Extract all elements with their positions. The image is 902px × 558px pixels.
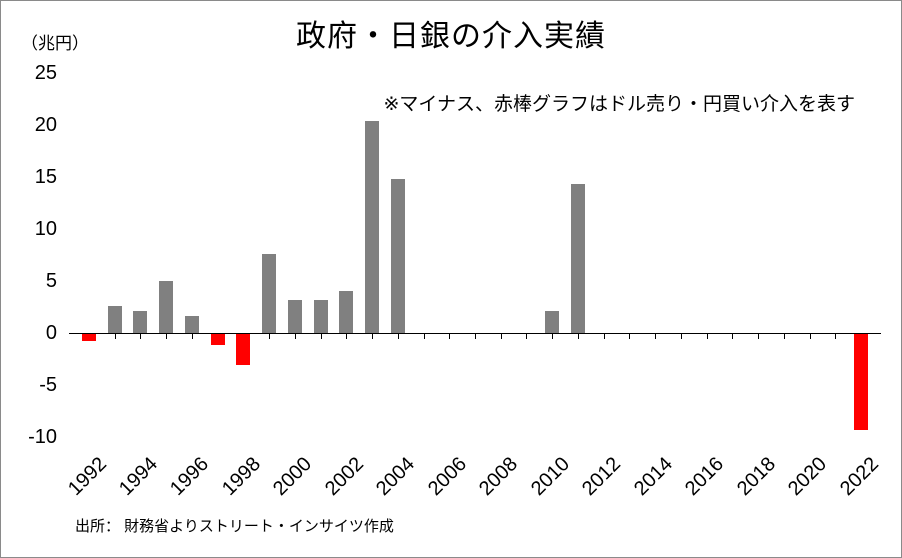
x-axis-tick [269,334,270,339]
x-axis-label: 2016 [681,453,729,501]
x-axis-label: 1992 [63,453,111,501]
x-axis-tick [629,334,630,339]
bar-2003 [365,121,379,333]
bar-1996 [185,316,199,333]
chart-title: 政府・日銀の介入実績 [296,20,606,53]
x-axis-label: 2022 [835,453,883,501]
x-axis-tick [732,334,733,339]
bar-1992 [82,334,96,341]
y-axis-label: 0 [45,322,57,344]
x-axis-tick [552,334,553,339]
y-axis-label: 15 [34,166,57,188]
bar-1994 [133,311,147,333]
x-axis-tick [192,334,193,339]
bar-2010 [545,311,559,333]
x-axis-tick [784,334,785,339]
bar-1997 [211,334,225,345]
x-axis-tick [578,334,579,339]
x-axis-tick [140,334,141,339]
x-axis-tick [475,334,476,339]
x-axis-tick [398,334,399,339]
x-axis-label: 1998 [217,453,265,501]
bar-1995 [159,281,173,333]
x-axis-label: 1996 [166,453,214,501]
bar-2002 [339,291,353,333]
bar-2000 [288,300,302,333]
y-axis-unit-label: （兆円） [21,34,89,53]
x-axis-tick [835,334,836,339]
x-axis-line [69,333,881,334]
x-axis-tick [295,334,296,339]
y-axis-label: 5 [45,270,57,292]
x-axis-label: 2012 [578,453,626,501]
x-axis-tick [758,334,759,339]
x-axis-label: 2020 [784,453,832,501]
x-axis-label: 2000 [269,453,317,501]
bar-2004 [391,179,405,333]
x-axis-label: 2014 [629,453,677,501]
x-axis-label: 2004 [372,453,420,501]
x-axis-tick [321,334,322,339]
x-axis-tick [526,334,527,339]
x-axis-tick [449,334,450,339]
bar-2022 [854,334,868,430]
bar-1993 [108,306,122,333]
bar-2001 [314,300,328,333]
x-axis-tick [604,334,605,339]
x-axis-tick [346,334,347,339]
x-axis-tick [810,334,811,339]
y-axis-label: 20 [34,114,57,136]
bar-1999 [262,254,276,333]
x-axis-tick [166,334,167,339]
y-axis-label: 10 [34,218,57,240]
x-axis-label: 2002 [320,453,368,501]
x-axis-tick [424,334,425,339]
x-axis-label: 2010 [526,453,574,501]
x-axis-label: 2008 [475,453,523,501]
x-axis-tick [501,334,502,339]
bar-2011 [571,184,585,333]
x-axis-label: 1994 [115,453,163,501]
x-axis-tick [655,334,656,339]
x-axis-tick [115,334,116,339]
chart-annotation: ※マイナス、赤棒グラフはドル売り・円買い介入を表す [383,94,855,115]
x-axis-label: 2018 [732,453,780,501]
x-axis-tick [681,334,682,339]
source-note: 出所： 財務省よりストリート・インサイツ作成 [75,518,394,535]
x-axis-label: 2006 [423,453,471,501]
y-axis-label: -5 [39,374,57,396]
x-axis-tick [707,334,708,339]
y-axis-label: -10 [28,426,57,448]
y-axis-label: 25 [34,62,57,84]
bar-1998 [236,334,250,365]
x-axis-tick [372,334,373,339]
